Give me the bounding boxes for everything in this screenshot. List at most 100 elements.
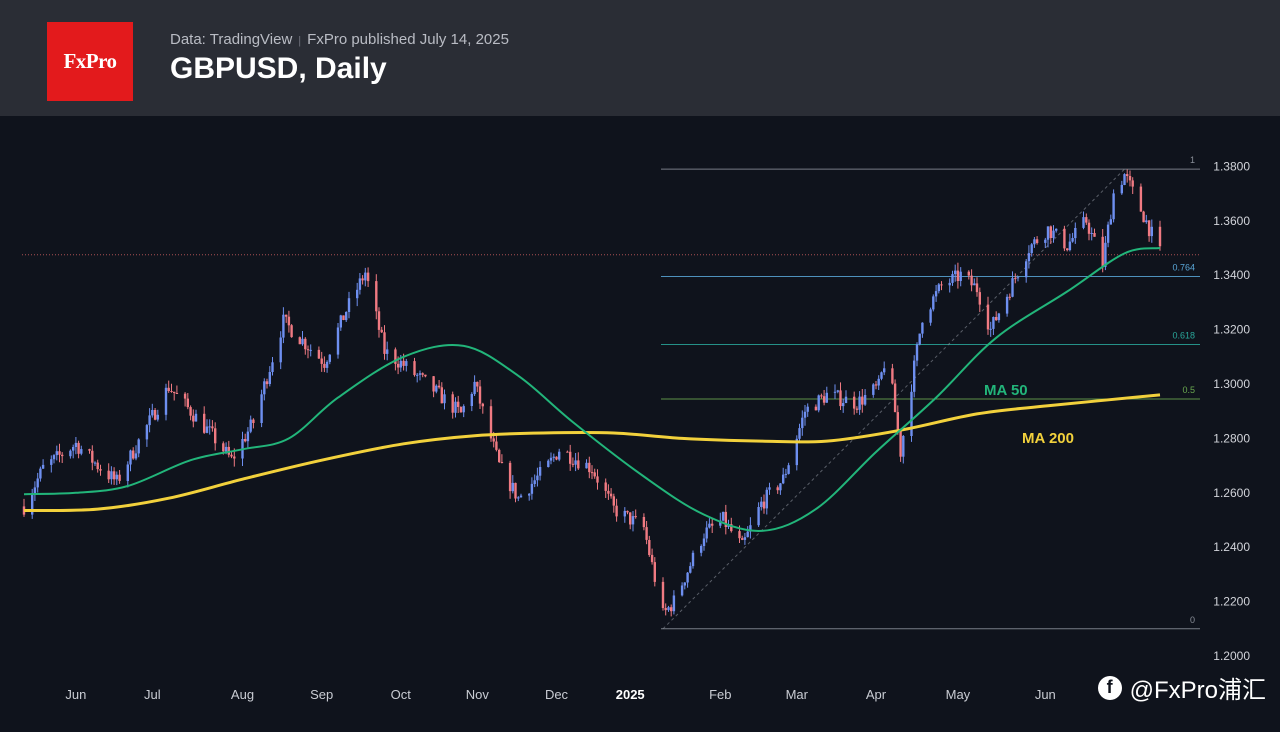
candle-body [260, 394, 263, 423]
candle-body [514, 482, 517, 499]
candle-body [836, 390, 839, 392]
candle-body [230, 454, 233, 457]
candle-body [508, 462, 512, 492]
candle-body [1101, 236, 1104, 267]
candle-body [145, 425, 149, 440]
candle-body [997, 313, 1001, 321]
candle-body [170, 391, 173, 392]
candle-body [356, 289, 359, 299]
candle-body [574, 460, 577, 465]
candle-body [880, 372, 883, 379]
y-tick-label: 1.3600 [1213, 214, 1250, 228]
candle-body [596, 476, 599, 483]
candle-body [552, 456, 555, 458]
fib-level-label: 0 [1190, 615, 1195, 625]
moving-averages [23, 247, 1161, 532]
candle-body [132, 450, 135, 459]
candle-body [738, 531, 741, 539]
candle-body [626, 510, 629, 513]
ma-labels: MA 50 MA 200 [984, 382, 1074, 447]
candle-body [383, 332, 386, 354]
candle-body [861, 396, 864, 405]
candle-body [309, 349, 312, 351]
candle-body [519, 495, 523, 498]
fib-level-label: 0.618 [1172, 331, 1195, 341]
candle-body [779, 483, 782, 491]
y-tick-label: 1.2400 [1213, 540, 1250, 554]
candle-body [1011, 278, 1014, 297]
candle-body [440, 387, 443, 404]
candle-body [986, 304, 990, 330]
candle-body [39, 468, 42, 479]
candle-body [173, 391, 176, 393]
candle-body [858, 396, 861, 410]
candle-body [246, 431, 250, 442]
candle-body [457, 401, 460, 407]
candle-body [929, 309, 932, 323]
candle-body [711, 523, 714, 526]
candle-body [932, 296, 935, 310]
candle-body [992, 317, 995, 329]
y-tick-label: 1.3800 [1213, 159, 1250, 173]
candle-body [304, 338, 307, 350]
candle-body [320, 358, 323, 364]
candle-body [55, 451, 58, 456]
candle-body [536, 475, 539, 481]
candle-body [817, 395, 820, 411]
candle-body [336, 327, 340, 355]
candle-body [437, 385, 441, 388]
candle-body [798, 428, 801, 439]
candle-body [609, 493, 613, 497]
candle-body [301, 338, 304, 345]
y-tick-label: 1.2600 [1213, 486, 1250, 500]
candle-body [629, 512, 632, 525]
candle-body [844, 396, 848, 403]
candle-body [211, 426, 214, 429]
x-tick-label: Jun [1035, 687, 1056, 702]
candle-body [585, 462, 588, 469]
candle-body [855, 408, 859, 410]
candle-body [558, 451, 561, 460]
candle-body [1014, 278, 1017, 280]
candle-body [72, 447, 75, 451]
candle-body [151, 410, 154, 416]
candle-body [569, 451, 572, 464]
x-tick-label: Jun [65, 687, 86, 702]
candle-body [604, 482, 607, 491]
candle-body [571, 463, 575, 465]
candle-body [129, 450, 132, 465]
candle-body [1090, 233, 1093, 234]
candle-body [954, 270, 957, 275]
candle-body [375, 281, 378, 312]
candle-body [115, 474, 118, 480]
candle-body [413, 361, 416, 376]
candle-body [667, 607, 670, 611]
candle-body [749, 525, 752, 532]
fib-level-label: 0.5 [1182, 385, 1195, 395]
candle-body [52, 455, 56, 460]
candle-body [719, 520, 722, 526]
candle-body [386, 349, 389, 354]
candle-body [883, 368, 886, 373]
candle-body [814, 406, 818, 411]
candle-body [500, 462, 504, 463]
candle-body [842, 403, 845, 407]
candle-body [555, 456, 558, 460]
candle-body [702, 538, 706, 546]
candle-body [680, 585, 684, 596]
fib-level-label: 0.764 [1172, 263, 1195, 273]
candle-body [167, 387, 170, 391]
candle-body [287, 316, 291, 326]
candle-body [588, 462, 591, 473]
fib-level-label: 1 [1190, 155, 1195, 165]
candle-body [612, 496, 615, 506]
candle-body [405, 361, 408, 366]
candle-body [61, 454, 64, 457]
candle-body [156, 414, 159, 420]
candle-body [416, 374, 419, 376]
candle-body [921, 322, 924, 334]
price-chart: 1 0.764 0.618 0.5 0 1.2000 1.2200 1.2400 1.2600… [22, 155, 1250, 702]
candle-body [364, 272, 367, 281]
candle-body [134, 453, 138, 459]
candle-body [1055, 228, 1058, 231]
